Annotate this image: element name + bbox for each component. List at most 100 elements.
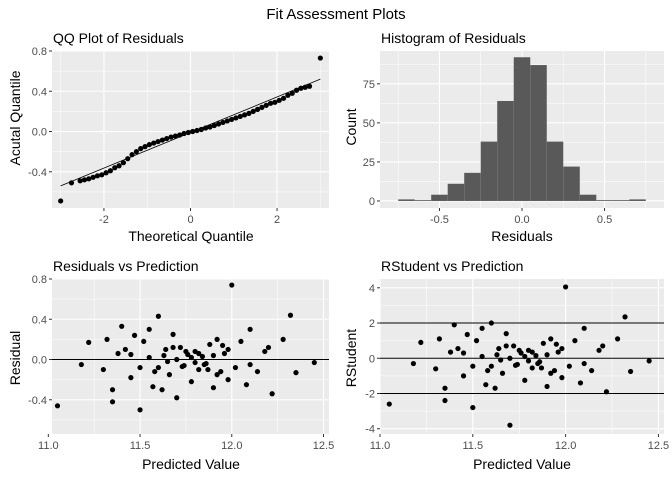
rstud-point bbox=[442, 397, 448, 404]
rstud-point bbox=[410, 360, 417, 367]
qq-xtick-label: -2 bbox=[99, 214, 109, 226]
resid-point bbox=[150, 384, 156, 390]
qq-point bbox=[177, 132, 183, 138]
resid-point bbox=[141, 338, 147, 345]
resid-point bbox=[152, 368, 158, 375]
hist-xlabel: Residuals bbox=[491, 228, 552, 244]
rstud-point bbox=[470, 404, 476, 411]
resid-point bbox=[137, 407, 143, 413]
rstud-point bbox=[577, 380, 584, 386]
rstud-point bbox=[589, 367, 595, 374]
rstud-ytick-label: 4 bbox=[369, 283, 375, 295]
qq-point bbox=[138, 146, 144, 152]
resid-point bbox=[207, 341, 213, 348]
qq-point bbox=[263, 102, 269, 108]
resid-point bbox=[170, 344, 176, 351]
rstud-point bbox=[479, 325, 485, 331]
resid-point bbox=[247, 326, 253, 332]
rstud-point bbox=[535, 360, 541, 367]
resid-ytick-label: 0.8 bbox=[32, 274, 47, 286]
hist-xtick-label: 0.0 bbox=[514, 214, 529, 226]
resid-point bbox=[131, 332, 138, 338]
qq-point bbox=[168, 134, 174, 140]
qq-point bbox=[220, 119, 226, 126]
hist-ylabel: Count bbox=[343, 108, 359, 145]
qq-point bbox=[107, 168, 114, 174]
resid-point bbox=[166, 372, 173, 378]
rstud-point bbox=[544, 352, 550, 358]
qq-point bbox=[146, 141, 152, 148]
hist-bar bbox=[530, 65, 547, 201]
resid-point bbox=[122, 346, 128, 353]
qq-point bbox=[259, 104, 265, 110]
resid-point bbox=[214, 372, 220, 378]
qq-point bbox=[77, 178, 83, 184]
hist-bar bbox=[612, 200, 630, 201]
resid-point bbox=[109, 399, 116, 405]
resid-ytick-label: 0.0 bbox=[32, 355, 47, 367]
rstud-point bbox=[503, 343, 509, 349]
qq-point bbox=[285, 92, 291, 98]
resid-point bbox=[164, 358, 171, 365]
rstud-point bbox=[548, 336, 554, 342]
resid-point bbox=[232, 364, 239, 371]
qq-point bbox=[103, 170, 109, 176]
rstud-point bbox=[442, 385, 448, 391]
resid-point bbox=[78, 361, 84, 368]
resid-point bbox=[220, 342, 226, 349]
rstud-point bbox=[496, 345, 502, 352]
hist-bar bbox=[513, 57, 531, 201]
qq-point bbox=[306, 83, 313, 89]
rstud-point bbox=[553, 341, 559, 347]
qq-ytick-label: 0.8 bbox=[32, 46, 47, 58]
hist-ytick-label: 0 bbox=[369, 196, 375, 208]
qq-point bbox=[289, 90, 295, 96]
resid-xtick-label: 11.5 bbox=[130, 440, 151, 452]
rstud-point bbox=[522, 377, 528, 383]
resid-point bbox=[119, 323, 125, 329]
qq-point bbox=[190, 128, 196, 135]
qq-point bbox=[172, 133, 178, 139]
resid-point bbox=[86, 339, 92, 346]
qq-point bbox=[211, 122, 217, 129]
qq-point bbox=[267, 100, 274, 106]
rstud-point bbox=[488, 320, 494, 326]
qq-point bbox=[280, 95, 287, 101]
qq-ytick-label: 0.4 bbox=[32, 86, 47, 98]
histogram-plot: Histogram of Residuals Residuals Count bbox=[343, 30, 553, 244]
rstud-point bbox=[627, 368, 634, 375]
qq-point bbox=[94, 173, 101, 179]
qq-point bbox=[112, 165, 118, 171]
hist-bar bbox=[629, 199, 646, 201]
rstud-xlabel: Predicted Value bbox=[473, 456, 571, 472]
rstud-point bbox=[464, 331, 470, 338]
resid-ylabel: Residual bbox=[7, 331, 23, 385]
rstud-point bbox=[418, 339, 424, 346]
resid-point bbox=[221, 350, 228, 357]
rstud-point bbox=[386, 401, 392, 407]
rstud-xtick-label: 12.0 bbox=[555, 440, 576, 452]
resid-xlabel: Predicted Value bbox=[142, 456, 240, 472]
rstud-point bbox=[470, 363, 476, 369]
figure-title: Fit Assessment Plots bbox=[266, 6, 405, 23]
hist-bar bbox=[596, 200, 613, 201]
rstud-point bbox=[507, 355, 513, 361]
resid-point bbox=[128, 351, 134, 358]
rstud-point bbox=[600, 343, 606, 349]
hist-title: Histogram of Residuals bbox=[381, 30, 526, 46]
rstud-point bbox=[494, 352, 500, 358]
rstud-point bbox=[572, 338, 578, 344]
rstud-point bbox=[596, 347, 602, 353]
qq-point bbox=[194, 127, 200, 134]
qq-point bbox=[254, 106, 261, 112]
resid-point bbox=[100, 366, 106, 373]
qq-point bbox=[116, 163, 122, 169]
rstud-xtick-label: 11.5 bbox=[463, 440, 484, 452]
rstud-point bbox=[507, 422, 513, 428]
qq-point bbox=[302, 84, 308, 90]
qq-plot: QQ Plot of Residuals Theoretical Quantil… bbox=[7, 30, 254, 244]
resid-point bbox=[146, 326, 152, 332]
hist-bar bbox=[546, 141, 564, 201]
rstud-xtick-label: 12.5 bbox=[648, 440, 669, 452]
